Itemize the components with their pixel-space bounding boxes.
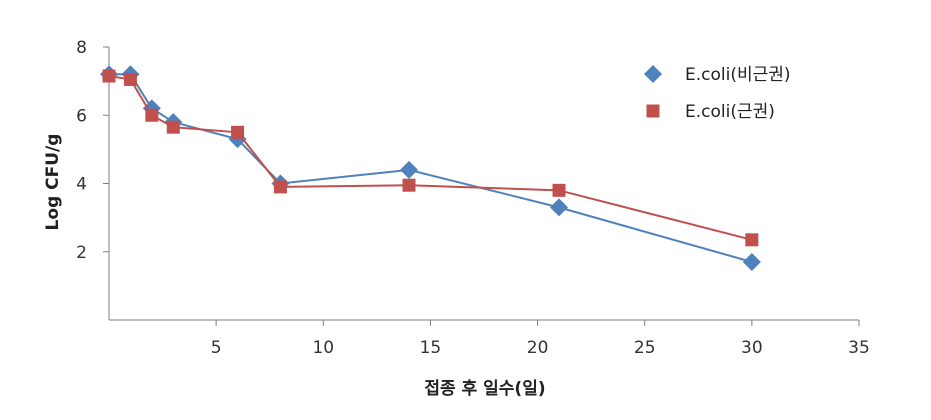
x-tick-label: 15	[420, 338, 442, 358]
data-point	[550, 198, 568, 217]
legend-diamond-icon	[644, 65, 662, 83]
y-axis-title: Log CFU/g	[43, 134, 63, 231]
series-2	[102, 69, 759, 247]
legend-square-icon	[646, 104, 660, 118]
legend-label: E.coli(근권)	[685, 102, 775, 122]
x-tick-label: 30	[741, 338, 763, 358]
data-point	[231, 125, 245, 139]
y-axis: 2 4 6 8	[76, 38, 110, 320]
x-axis-title: 접종 후 일수(일)	[424, 378, 545, 399]
y-tick-label: 4	[76, 175, 87, 195]
data-point	[402, 178, 416, 192]
data-point	[145, 108, 159, 122]
x-tick-label: 10	[312, 338, 334, 358]
data-point	[273, 180, 287, 194]
data-point	[742, 252, 761, 271]
series-layer	[100, 65, 761, 271]
data-point	[102, 69, 116, 83]
legend-item: E.coli(근권)	[646, 102, 775, 122]
x-tick-label: 5	[211, 338, 222, 358]
y-tick-label: 2	[76, 243, 87, 263]
x-tick-label: 25	[634, 338, 656, 358]
x-axis: 5 10 15 20 25 30 35	[109, 319, 870, 358]
y-tick-label: 8	[76, 38, 87, 58]
data-point	[400, 160, 418, 179]
series-1	[100, 65, 761, 271]
legend-label: E.coli(비근권)	[685, 65, 791, 85]
data-point	[123, 72, 137, 86]
y-tick-label: 6	[76, 106, 87, 126]
data-point	[166, 120, 180, 134]
legend-item: E.coli(비근권)	[644, 65, 791, 85]
x-tick-label: 35	[848, 338, 870, 358]
legend: E.coli(비근권) E.coli(근권)	[644, 65, 791, 122]
data-point	[552, 183, 566, 197]
series-line	[108, 75, 753, 241]
data-point	[745, 233, 759, 247]
series-line	[109, 73, 753, 263]
x-tick-label: 20	[527, 338, 549, 358]
